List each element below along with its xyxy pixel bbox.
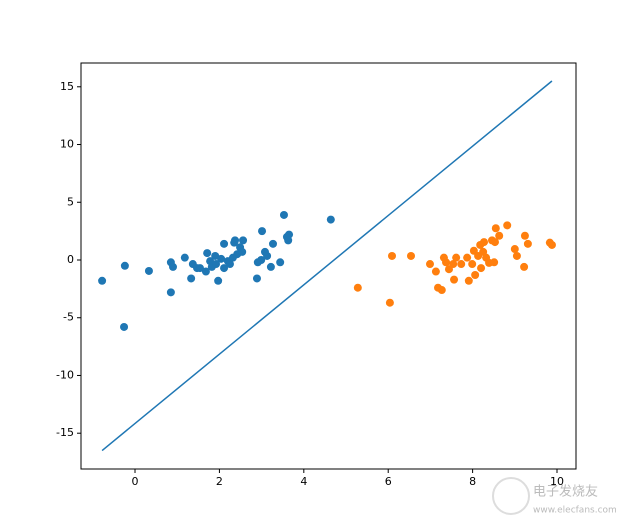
point: [520, 262, 529, 271]
point: [180, 253, 189, 262]
x-tick-label: 0: [132, 475, 139, 488]
point: [257, 255, 266, 264]
point: [495, 231, 504, 240]
point: [225, 260, 234, 269]
point: [480, 238, 489, 247]
point: [520, 231, 529, 240]
point: [407, 251, 415, 260]
y-tick-label: 0: [67, 253, 74, 266]
point: [120, 261, 129, 270]
x-tick-label: 10: [550, 475, 564, 488]
point: [471, 271, 480, 280]
y-tick-label: -5: [63, 311, 74, 324]
point: [120, 322, 129, 331]
point: [211, 251, 220, 260]
y-tick-label: 15: [60, 80, 74, 93]
point: [166, 288, 175, 297]
point: [263, 251, 272, 260]
point: [463, 253, 472, 262]
point: [217, 254, 226, 263]
point: [503, 221, 512, 230]
point: [285, 230, 294, 239]
point: [547, 240, 556, 249]
point: [452, 253, 461, 262]
point: [212, 260, 221, 269]
point: [279, 210, 288, 219]
watermark-logo: [492, 477, 530, 515]
point: [239, 236, 248, 245]
point: [231, 236, 240, 245]
x-tick-label: 4: [300, 475, 307, 488]
y-tick-label: 5: [67, 195, 74, 208]
point: [523, 239, 532, 248]
watermark-text: 电子发烧友: [533, 484, 598, 500]
axes-frame: [80, 62, 577, 470]
x-tick-label: 8: [469, 475, 476, 488]
point: [353, 283, 362, 292]
point: [238, 247, 247, 256]
point: [252, 274, 261, 283]
point: [276, 258, 285, 267]
point: [385, 298, 394, 307]
point: [490, 258, 499, 267]
point: [258, 227, 267, 236]
y-tick-label: 10: [60, 138, 74, 151]
point: [431, 267, 440, 276]
y-tick-label: -15: [56, 426, 74, 439]
point: [457, 260, 466, 269]
point: [196, 264, 205, 273]
point: [425, 260, 434, 269]
point: [266, 262, 275, 271]
point: [512, 251, 521, 260]
point: [220, 239, 229, 248]
point: [168, 262, 177, 271]
x-tick-label: 6: [385, 475, 392, 488]
point: [442, 258, 451, 267]
watermark-url: www.elecfans.com: [533, 506, 617, 516]
point: [203, 249, 212, 258]
point: [450, 275, 459, 284]
x-tick-label: 2: [216, 475, 223, 488]
point: [468, 260, 477, 269]
point: [449, 260, 458, 269]
point: [477, 264, 486, 273]
y-tick-label: -10: [56, 368, 74, 381]
point: [491, 224, 500, 233]
point: [388, 251, 397, 260]
point: [214, 276, 223, 285]
point: [98, 276, 107, 285]
point: [269, 239, 278, 248]
point: [187, 274, 196, 283]
point: [437, 286, 446, 295]
line: [101, 80, 553, 452]
point: [220, 264, 229, 273]
point: [326, 215, 335, 224]
point: [144, 266, 153, 275]
point: [464, 276, 473, 285]
point: [510, 245, 519, 254]
point: [490, 238, 499, 247]
point: [201, 267, 210, 276]
